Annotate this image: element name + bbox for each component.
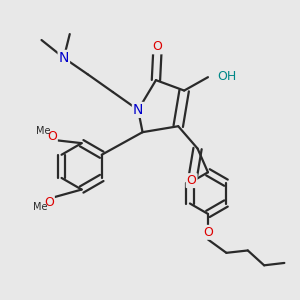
Text: N: N: [133, 103, 143, 117]
Text: Me: Me: [33, 202, 47, 212]
Text: O: O: [47, 130, 57, 142]
Text: OH: OH: [218, 70, 237, 83]
Text: O: O: [44, 196, 54, 209]
Text: N: N: [58, 51, 69, 65]
Text: O: O: [152, 40, 162, 53]
Text: O: O: [203, 226, 213, 239]
Text: Me: Me: [36, 126, 50, 136]
Text: O: O: [187, 174, 196, 187]
